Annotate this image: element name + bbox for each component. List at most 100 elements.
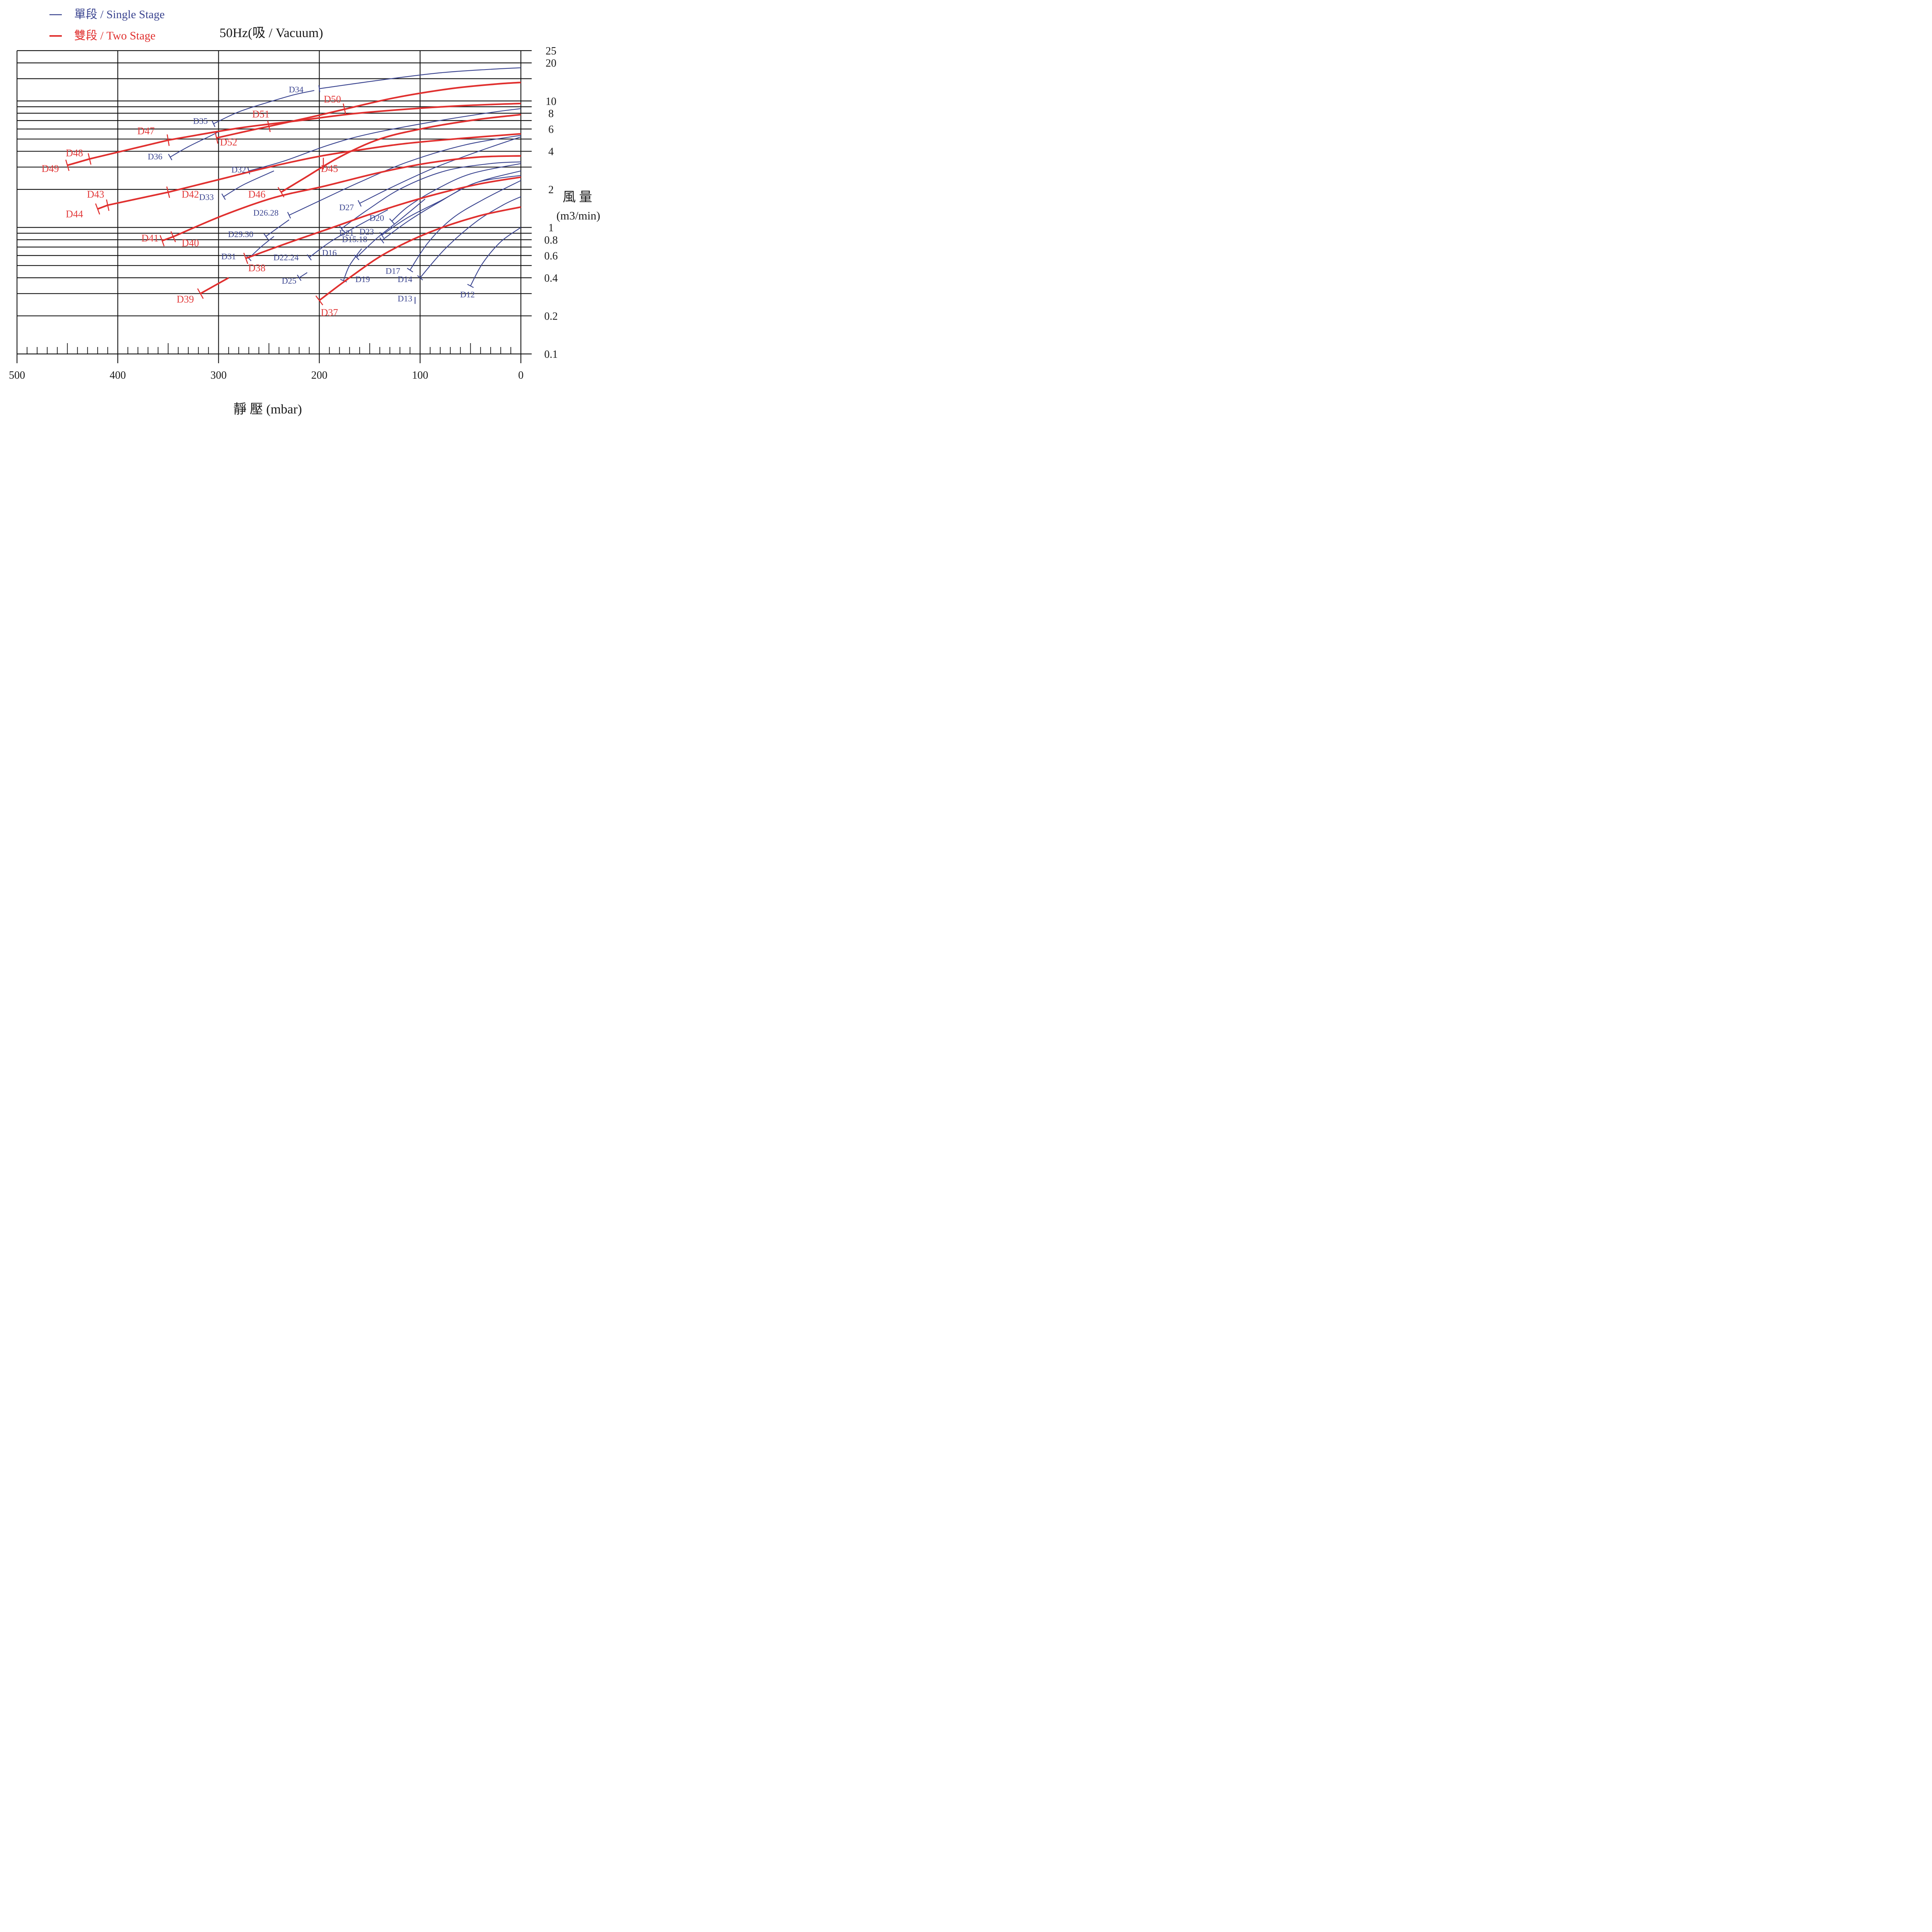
label-d46: D46 [248, 189, 265, 200]
x-tick-label-300: 300 [211, 369, 227, 381]
curve-d36 [170, 131, 219, 158]
endmark-d15-18 [379, 237, 384, 244]
curve-d25 [299, 272, 308, 278]
label-d48: D48 [66, 148, 83, 159]
legend-single-label: 單段 / Single Stage [74, 8, 165, 21]
label-d36: D36 [148, 152, 162, 162]
x-axis-label: 靜 壓 (mbar) [233, 402, 302, 417]
label-d33: D33 [199, 192, 214, 202]
curve-d37 [319, 206, 521, 301]
curve-d35 [213, 90, 315, 124]
curve-d39 [200, 277, 229, 294]
endmark-d23 [379, 232, 384, 238]
curve-d23 [381, 170, 521, 236]
y-axis-label-top: 風 量 [563, 190, 592, 204]
legend-two-label: 雙段 / Two Stage [74, 29, 155, 42]
label-d47: D47 [137, 126, 155, 137]
endmark-d43 [106, 199, 110, 211]
endmark-d38 [243, 253, 248, 264]
endmark-d31 [246, 255, 252, 261]
curve-d16 [356, 199, 425, 258]
endmark-d49 [65, 160, 70, 171]
label-d39: D39 [177, 294, 194, 305]
endmark-d26-28 [287, 212, 291, 219]
y-tick-label-0.6: 0.6 [544, 250, 558, 262]
curve-d38 [245, 176, 521, 259]
y-tick-label-25: 25 [546, 45, 556, 57]
label-d51: D51 [252, 109, 270, 120]
endmark-d52 [214, 132, 218, 144]
curve-d34 [319, 67, 521, 89]
performance-chart: 單段 / Single Stage 雙段 / Two Stage 50Hz(吸 … [9, 8, 600, 417]
endmark-d51 [267, 121, 271, 132]
label-d19: D19 [355, 274, 370, 284]
curve-d50 [344, 82, 521, 110]
curve-d48 [89, 139, 168, 160]
label-d21: D21 [339, 228, 354, 238]
curve-d15-18 [381, 175, 521, 241]
curve-d19 [343, 248, 362, 281]
y-tick-label-20: 20 [546, 58, 556, 70]
label-d37: D37 [321, 307, 338, 318]
endmark-d16 [354, 254, 359, 260]
curve-d43 [107, 191, 168, 206]
y-tick-label-0.4: 0.4 [544, 272, 558, 284]
x-tick-label-100: 100 [412, 369, 428, 381]
y-tick-label-10: 10 [546, 95, 556, 107]
label-d40: D40 [182, 237, 199, 248]
y-tick-label-4: 4 [548, 146, 554, 158]
label-d26-28: D26.28 [253, 208, 278, 218]
x-tick-label-0: 0 [518, 369, 524, 381]
curve-d51 [269, 108, 345, 128]
curve-d52 [216, 125, 269, 139]
legend: 單段 / Single Stage 雙段 / Two Stage [49, 8, 165, 42]
curve-d47 [168, 102, 521, 141]
label-d13: D13 [398, 294, 412, 303]
endmark-d37 [315, 295, 323, 306]
curve-d26-28 [289, 135, 521, 216]
endmark-d42 [166, 186, 170, 198]
endmark-d20 [389, 218, 395, 224]
curve-d33 [223, 170, 274, 197]
label-d15-18: D15.18 [342, 235, 367, 244]
y-tick-label-2: 2 [548, 184, 554, 196]
label-d20: D20 [369, 213, 384, 223]
label-d52: D52 [220, 136, 237, 148]
endmark-d47 [167, 134, 170, 146]
endmark-d25 [297, 274, 302, 281]
endmark-d39 [197, 288, 204, 299]
label-d50: D50 [324, 94, 341, 105]
curve-d32 [248, 108, 521, 172]
endmark-d35 [211, 120, 216, 127]
curve-d42 [168, 133, 521, 193]
label-d31: D31 [221, 252, 236, 261]
endmark-d34 [318, 85, 320, 92]
label-d23: D23 [359, 227, 374, 236]
x-tick-label-500: 500 [9, 369, 25, 381]
endmark-d46 [277, 187, 285, 197]
endmark-d14 [417, 275, 423, 281]
label-d34: D34 [289, 85, 303, 94]
label-d22-24: D22.24 [274, 253, 299, 262]
y-axis-label-bottom: (m3/min) [556, 209, 600, 222]
label-d38: D38 [248, 262, 265, 274]
label-d29-30: D29.30 [228, 229, 253, 239]
curve-d46 [281, 114, 521, 193]
y-tick-label-1: 1 [548, 222, 554, 234]
endmark-d40 [170, 231, 176, 242]
endmark-d29-30 [264, 233, 269, 240]
curve-d29-30 [265, 219, 289, 237]
endmark-d27 [357, 200, 362, 207]
endmark-d32 [247, 167, 250, 175]
curve-d14 [420, 196, 521, 278]
label-d35: D35 [193, 116, 208, 126]
curve-d17 [410, 180, 521, 270]
x-tick-label-200: 200 [311, 369, 327, 381]
label-d14: D14 [398, 274, 412, 284]
curve-d44 [97, 204, 108, 210]
curve-d12 [470, 227, 521, 286]
label-d16: D16 [322, 248, 337, 257]
label-d32: D32 [231, 165, 246, 174]
label-d44: D44 [66, 209, 83, 220]
